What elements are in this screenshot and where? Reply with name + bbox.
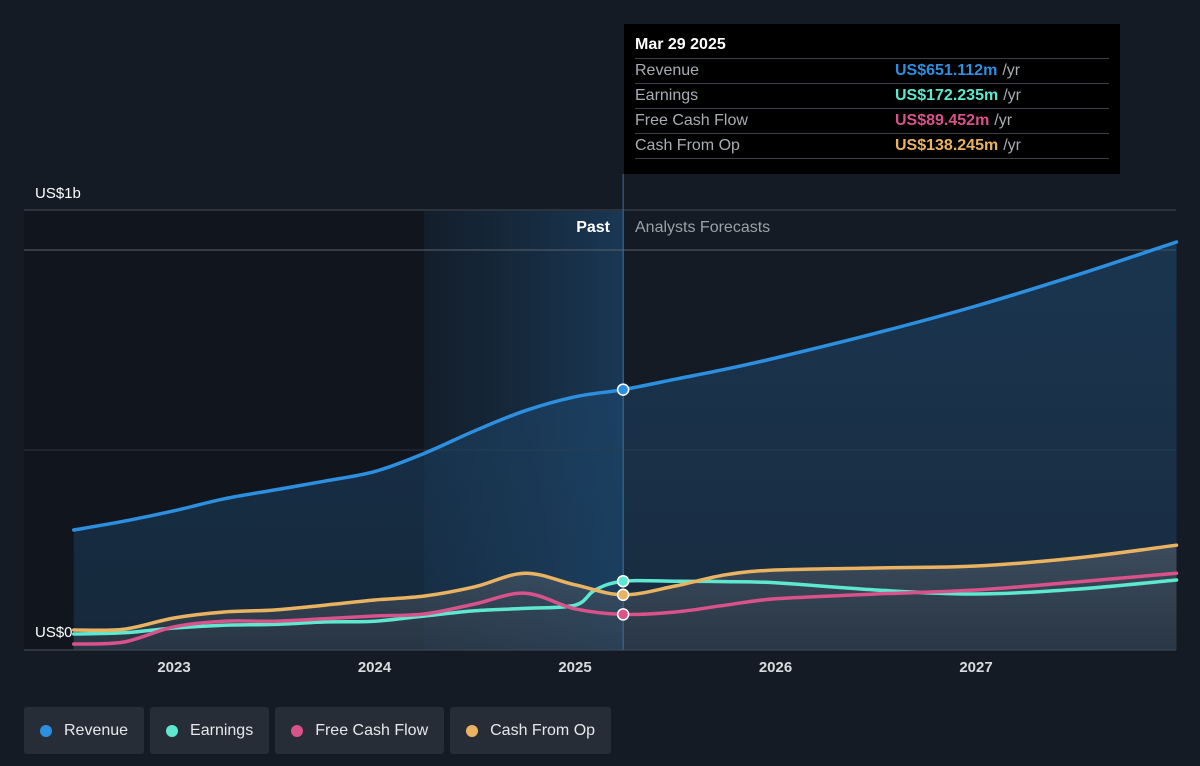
legend-dot-icon (166, 724, 179, 737)
tooltip-date: Mar 29 2025 (635, 36, 726, 53)
past-label: Past (576, 219, 610, 236)
y-axis-bottom-label: US$0 (35, 624, 73, 641)
tooltip-row: Revenue US$651.112m/yr (635, 58, 1109, 83)
tooltip-row-value: US$172.235m (895, 87, 999, 104)
legend: Revenue Earnings Free Cash Flow Cash From O… (24, 707, 612, 754)
x-tick-label-2027: 2027 (959, 659, 993, 676)
y-axis-top-label: US$1b (35, 185, 81, 202)
x-tick-label-2024: 2024 (357, 659, 392, 676)
tooltip-row: Earnings US$172.235m/yr (635, 83, 1109, 108)
free-cash-flow-marker (616, 608, 630, 621)
earnings-marker (616, 574, 630, 588)
cash-from-op-marker (616, 588, 630, 602)
tooltip-row: Cash From Op US$138.245m/yr (635, 133, 1109, 159)
free-cash-flow-line (72, 571, 1179, 646)
tooltip-row-name: Earnings (635, 87, 699, 104)
tooltip-row-unit: /yr (1002, 62, 1021, 79)
legend-item-label: Cash From Op (490, 721, 596, 739)
revenue-marker (616, 383, 630, 396)
tooltip-row-name: Cash From Op (635, 137, 740, 154)
tooltip-row-unit: /yr (1003, 87, 1021, 104)
cash-from-op-line (72, 543, 1179, 633)
legend-item-label: Free Cash Flow (315, 721, 429, 739)
legend-dot-icon (40, 724, 52, 737)
tooltip-row-value: US$651.112m (895, 62, 998, 79)
legend-item-label: Earnings (190, 721, 254, 739)
legend-item-earnings[interactable]: Earnings (150, 707, 270, 754)
tooltip-row: Free Cash Flow US$89.452m/yr (635, 108, 1109, 133)
legend-dot-icon (466, 724, 479, 737)
data-tooltip: Mar 29 2025 Revenue US$651.112m/yr Earning… (624, 24, 1120, 174)
tooltip-row-name: Revenue (635, 62, 700, 79)
x-tick-label-2023: 2023 (157, 659, 191, 676)
revenue-area (73, 242, 1177, 650)
tooltip-row-name: Free Cash Flow (635, 112, 748, 129)
legend-item-free-cash-flow[interactable]: Free Cash Flow (275, 707, 445, 754)
tooltip-row-unit: /yr (1003, 137, 1021, 154)
tooltip-row-value: US$89.452m (895, 112, 990, 129)
tooltip-row-unit: /yr (994, 112, 1013, 129)
legend-dot-icon (291, 724, 304, 737)
legend-item-revenue[interactable]: Revenue (24, 707, 145, 754)
analysts-forecasts-label: Analysts Forecasts (635, 219, 771, 236)
revenue-line (72, 240, 1179, 532)
x-tick-label-2026: 2026 (758, 659, 793, 676)
legend-item-label: Revenue (64, 721, 129, 739)
tooltip-row-value: US$138.245m (895, 137, 999, 154)
legend-item-cash-from-op[interactable]: Cash From Op (450, 707, 612, 754)
x-tick-label-2025: 2025 (558, 659, 592, 676)
